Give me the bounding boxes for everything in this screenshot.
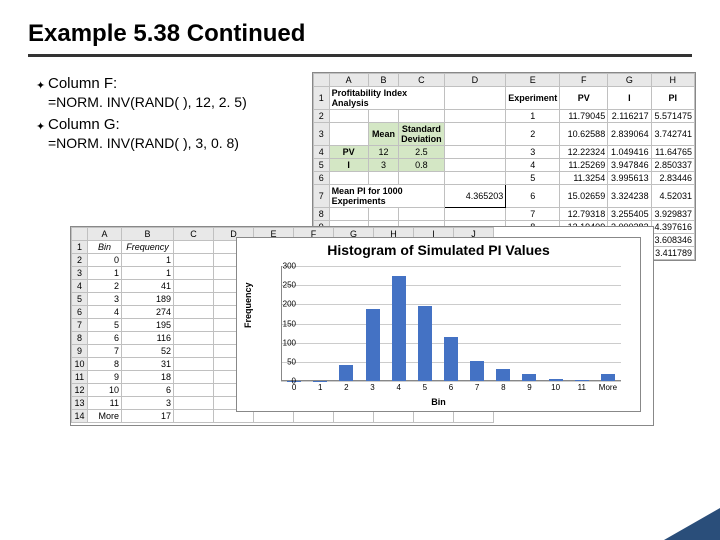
excel-table-bottom: ABCDEFGHIJ1BinFrequency20131142415318964… xyxy=(70,226,654,426)
bullet-icon: ✦ xyxy=(36,75,48,92)
corner-accent xyxy=(664,508,720,540)
bullet-icon: ✦ xyxy=(36,116,48,133)
slide-title: Example 5.38 Continued xyxy=(0,0,720,48)
chart-title: Histogram of Simulated PI Values xyxy=(237,238,640,260)
chart-ylabel: Frequency xyxy=(243,282,253,328)
chart-plot-area xyxy=(281,266,621,381)
bullet-label: Column F: xyxy=(48,75,117,92)
chart-xlabel: Bin xyxy=(237,397,640,407)
histogram-chart: Histogram of Simulated PI Values Frequen… xyxy=(236,237,641,412)
bullet-label: Column G: xyxy=(48,116,120,133)
